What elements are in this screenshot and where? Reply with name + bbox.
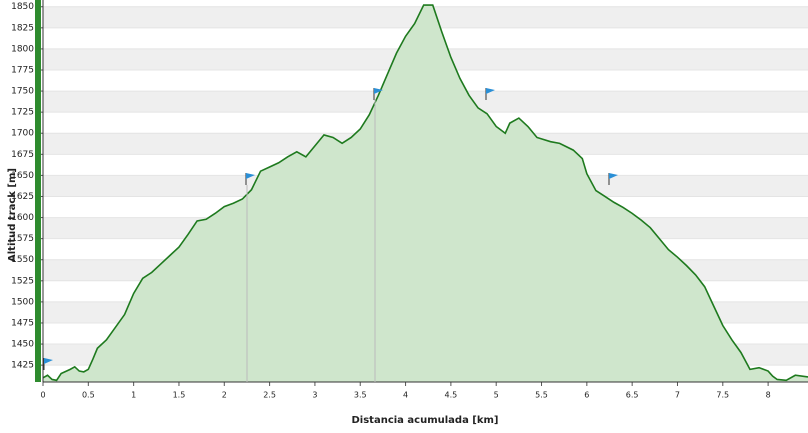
y-tick-label: 1850 — [11, 2, 34, 12]
profile-line — [42, 4, 808, 382]
y-tick-label: 1750 — [11, 87, 34, 97]
x-tick-label: 4.5 — [445, 391, 458, 400]
area-fill — [43, 5, 808, 383]
y-tick-label: 1775 — [11, 65, 34, 75]
y-tick-label: 1600 — [11, 213, 34, 223]
x-axis-label: Distancia acumulada [km] — [351, 415, 498, 426]
x-tick-label: 6.5 — [626, 391, 639, 400]
y-tick-label: 1450 — [11, 340, 34, 350]
y-tick-label: 1500 — [11, 297, 34, 307]
y-axis-label: Altitud track [m] — [7, 168, 18, 262]
x-tick-label: 4 — [403, 391, 408, 400]
axis-bar — [35, 0, 41, 382]
y-tick-label: 1525 — [11, 276, 34, 286]
waypoint-flag — [486, 88, 495, 94]
waypoint-flag — [246, 173, 255, 179]
y-tick-label: 1675 — [11, 150, 34, 160]
x-tick-label: 7.5 — [716, 391, 729, 400]
y-tick-label: 1800 — [11, 44, 34, 54]
x-tick-label: 0 — [40, 391, 45, 400]
x-tick-label: 5.5 — [535, 391, 548, 400]
x-tick-label: 5 — [494, 391, 499, 400]
x-tick-label: 7 — [675, 391, 680, 400]
y-tick-label: 1625 — [11, 192, 34, 202]
y-tick-label: 1700 — [11, 129, 34, 139]
y-tick-label: 1650 — [11, 171, 34, 181]
waypoint-flag — [374, 88, 383, 94]
waypoint-flag — [44, 358, 53, 364]
x-tick-label: 1.5 — [173, 391, 186, 400]
x-tick-label: 3 — [312, 391, 317, 400]
x-tick-label: 6 — [584, 391, 589, 400]
x-tick-label: 1 — [131, 391, 136, 400]
x-tick-label: 3.5 — [354, 391, 367, 400]
y-tick-label: 1475 — [11, 318, 34, 328]
y-tick-label: 1550 — [11, 255, 34, 265]
y-tick-label: 1825 — [11, 23, 34, 33]
x-tick-label: 2.5 — [263, 391, 276, 400]
y-tick-label: 1425 — [11, 361, 34, 371]
y-tick-label: 1575 — [11, 234, 34, 244]
x-tick-label: 8 — [766, 391, 771, 400]
x-tick-label: 0.5 — [82, 391, 95, 400]
y-tick-label: 1725 — [11, 108, 34, 118]
waypoint-flag — [609, 173, 618, 179]
x-tick-label: 2 — [222, 391, 227, 400]
